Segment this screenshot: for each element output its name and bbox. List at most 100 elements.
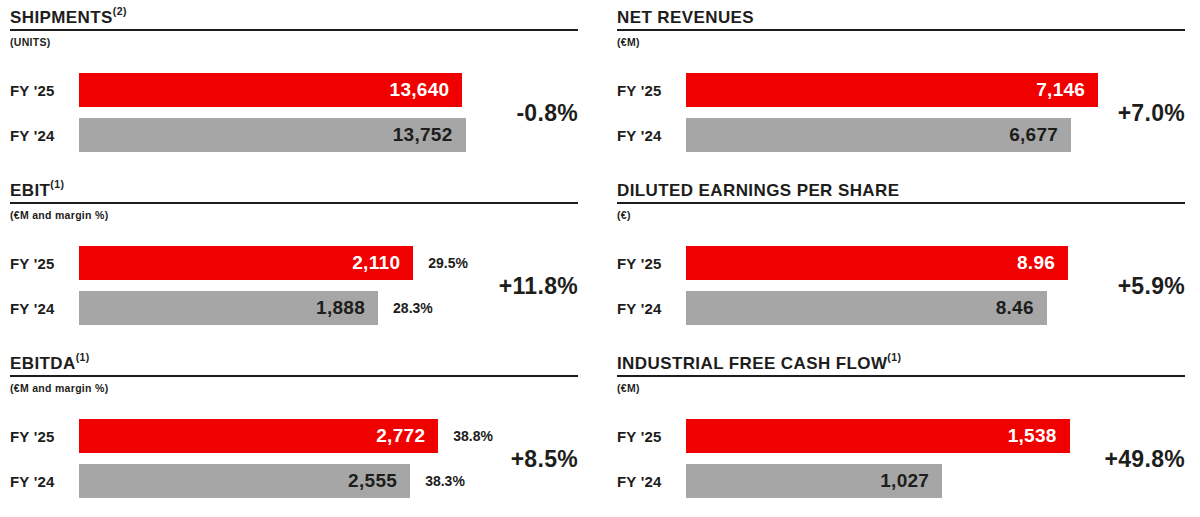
footnote-superscript: (1) xyxy=(887,351,901,363)
panel-title-text: EBITDA xyxy=(10,354,76,373)
value-bar-fy24: 13,752 xyxy=(79,118,466,152)
bar-row-fy24: FY '24 6,677 xyxy=(617,118,1185,152)
panel-title-text: DILUTED EARNINGS PER SHARE xyxy=(617,181,899,200)
bar-track: 2,555 38.3% xyxy=(79,464,578,498)
bar-value: 13,752 xyxy=(393,124,453,146)
yoy-change-label: +49.8% xyxy=(1105,445,1185,472)
bar-chart: FY '25 13,640 FY '24 13,752 -0.8% xyxy=(10,73,578,152)
bar-track: 2,772 38.8% xyxy=(79,419,578,453)
category-label: FY '25 xyxy=(617,82,686,99)
panel-unit-label: (€M and margin %) xyxy=(10,382,578,394)
panel-unit-label: (€M and margin %) xyxy=(10,209,578,221)
yoy-change-label: +8.5% xyxy=(511,445,578,472)
panel-unit-label: (€) xyxy=(617,209,1185,221)
panel-title: INDUSTRIAL FREE CASH FLOW(1) xyxy=(617,354,1185,377)
category-label: FY '25 xyxy=(10,255,79,272)
category-label: FY '24 xyxy=(617,473,686,490)
bar-chart: FY '25 2,772 38.8% FY '24 2,555 38.3% +8… xyxy=(10,419,578,498)
panel-industrial-free-cash-flow: INDUSTRIAL FREE CASH FLOW(1) (€M) FY '25… xyxy=(617,354,1185,498)
panel-title: EBIT(1) xyxy=(10,181,578,204)
bar-row-fy25: FY '25 1,538 xyxy=(617,419,1185,453)
category-label: FY '24 xyxy=(10,473,79,490)
margin-percent-label: 29.5% xyxy=(428,255,468,271)
value-bar-fy25: 2,772 xyxy=(79,419,438,453)
panel-title-text: NET REVENUES xyxy=(617,8,754,27)
bar-value: 8.96 xyxy=(1017,252,1055,274)
panel-title: DILUTED EARNINGS PER SHARE xyxy=(617,181,1185,204)
bar-chart: FY '25 7,146 FY '24 6,677 +7.0% xyxy=(617,73,1185,152)
margin-percent-label: 38.8% xyxy=(453,428,493,444)
bar-track: 13,752 xyxy=(79,118,578,152)
footnote-superscript: (1) xyxy=(50,178,64,190)
panel-title-text: SHIPMENTS xyxy=(10,8,113,27)
bar-row-fy24: FY '24 1,888 28.3% xyxy=(10,291,578,325)
bar-row-fy25: FY '25 8.96 xyxy=(617,246,1185,280)
bar-row-fy24: FY '24 2,555 38.3% xyxy=(10,464,578,498)
bar-row-fy25: FY '25 2,772 38.8% xyxy=(10,419,578,453)
bar-track: 13,640 xyxy=(79,73,578,107)
value-bar-fy25: 7,146 xyxy=(686,73,1098,107)
value-bar-fy24: 1,027 xyxy=(686,464,942,498)
panel-unit-label: (€M) xyxy=(617,382,1185,394)
bar-chart: FY '25 8.96 FY '24 8.46 +5.9% xyxy=(617,246,1185,325)
bar-row-fy24: FY '24 13,752 xyxy=(10,118,578,152)
panel-title-text: EBIT xyxy=(10,181,50,200)
category-label: FY '25 xyxy=(10,82,79,99)
bar-track: 7,146 xyxy=(686,73,1185,107)
bar-chart: FY '25 2,110 29.5% FY '24 1,888 28.3% +1… xyxy=(10,246,578,325)
bar-value: 6,677 xyxy=(1009,124,1058,146)
value-bar-fy24: 6,677 xyxy=(686,118,1071,152)
yoy-change-label: +11.8% xyxy=(499,272,578,299)
value-bar-fy25: 8.96 xyxy=(686,246,1068,280)
panel-unit-label: (€M) xyxy=(617,36,1185,48)
kpi-grid: SHIPMENTS(2) (UNITS) FY '25 13,640 FY '2… xyxy=(0,0,1200,498)
category-label: FY '25 xyxy=(617,428,686,445)
panel-ebit: EBIT(1) (€M and margin %) FY '25 2,110 2… xyxy=(10,181,578,325)
bar-row-fy25: FY '25 7,146 xyxy=(617,73,1185,107)
value-bar-fy25: 13,640 xyxy=(79,73,462,107)
bar-value: 1,027 xyxy=(880,470,929,492)
margin-percent-label: 28.3% xyxy=(393,300,433,316)
panel-net-revenues: NET REVENUES (€M) FY '25 7,146 FY '24 6,… xyxy=(617,8,1185,152)
bar-value: 2,110 xyxy=(352,252,400,274)
yoy-change-label: -0.8% xyxy=(516,99,578,126)
bar-track: 8.46 xyxy=(686,291,1185,325)
panel-title-text: INDUSTRIAL FREE CASH FLOW xyxy=(617,354,887,373)
yoy-change-label: +5.9% xyxy=(1118,272,1185,299)
bar-value: 1,538 xyxy=(1008,425,1057,447)
panel-shipments: SHIPMENTS(2) (UNITS) FY '25 13,640 FY '2… xyxy=(10,8,578,152)
category-label: FY '24 xyxy=(10,127,79,144)
panel-unit-label: (UNITS) xyxy=(10,36,578,48)
category-label: FY '24 xyxy=(10,300,79,317)
value-bar-fy24: 8.46 xyxy=(686,291,1047,325)
category-label: FY '24 xyxy=(617,300,686,317)
category-label: FY '25 xyxy=(10,428,79,445)
value-bar-fy25: 1,538 xyxy=(686,419,1070,453)
bar-track: 8.96 xyxy=(686,246,1185,280)
panel-title: EBITDA(1) xyxy=(10,354,578,377)
category-label: FY '25 xyxy=(617,255,686,272)
bar-row-fy25: FY '25 2,110 29.5% xyxy=(10,246,578,280)
bar-value: 13,640 xyxy=(390,79,450,101)
footnote-superscript: (2) xyxy=(113,5,127,17)
panel-title: SHIPMENTS(2) xyxy=(10,8,578,31)
value-bar-fy24: 2,555 xyxy=(79,464,410,498)
bar-chart: FY '25 1,538 FY '24 1,027 +49.8% xyxy=(617,419,1185,498)
panel-ebitda: EBITDA(1) (€M and margin %) FY '25 2,772… xyxy=(10,354,578,498)
value-bar-fy24: 1,888 xyxy=(79,291,378,325)
bar-track: 6,677 xyxy=(686,118,1185,152)
footnote-superscript: (1) xyxy=(76,351,90,363)
value-bar-fy25: 2,110 xyxy=(79,246,413,280)
bar-value: 2,772 xyxy=(376,425,425,447)
bar-row-fy24: FY '24 8.46 xyxy=(617,291,1185,325)
bar-row-fy25: FY '25 13,640 xyxy=(10,73,578,107)
bar-value: 7,146 xyxy=(1036,79,1085,101)
bar-value: 2,555 xyxy=(348,470,397,492)
bar-value: 1,888 xyxy=(316,297,365,319)
bar-value: 8.46 xyxy=(996,297,1034,319)
margin-percent-label: 38.3% xyxy=(425,473,465,489)
panel-title: NET REVENUES xyxy=(617,8,1185,31)
category-label: FY '24 xyxy=(617,127,686,144)
panel-diluted-eps: DILUTED EARNINGS PER SHARE (€) FY '25 8.… xyxy=(617,181,1185,325)
yoy-change-label: +7.0% xyxy=(1118,99,1185,126)
